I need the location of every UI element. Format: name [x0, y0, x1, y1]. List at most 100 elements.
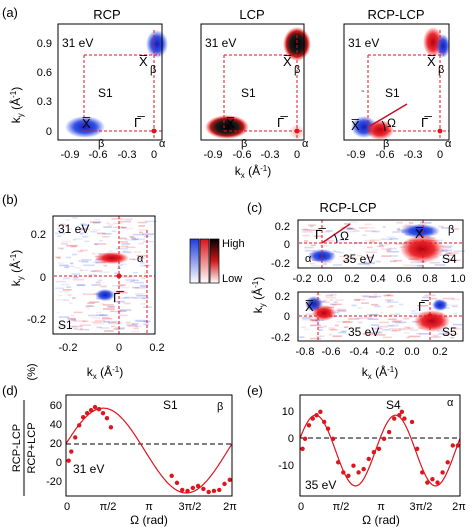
noise-streak: [377, 245, 384, 248]
alpha-label: α: [137, 253, 144, 265]
noise-streak: [100, 327, 110, 329]
noise-streak: [366, 314, 379, 316]
ytick: -0.2: [271, 332, 290, 344]
noise-streak: [394, 313, 401, 315]
noise-streak: [370, 324, 379, 326]
data-point: [69, 449, 74, 454]
noise-streak: [347, 318, 360, 320]
noise-streak: [63, 266, 70, 268]
omega-arc: [381, 120, 386, 132]
noise-streak: [107, 306, 116, 308]
noise-streak: [81, 228, 90, 231]
beta-label: β: [98, 138, 104, 150]
panel-c-ylabel: ky (Å-1): [250, 277, 267, 313]
noise-streak: [301, 318, 313, 321]
xtick: 0: [437, 149, 443, 161]
noise-streak: [135, 325, 142, 328]
noise-streak: [442, 331, 450, 334]
noise-streak: [408, 335, 421, 338]
noise-streak: [96, 326, 102, 329]
gamma-blue-feature: [95, 289, 115, 301]
data-point: [227, 477, 233, 483]
noise-streak: [329, 299, 333, 301]
noise-streak: [114, 290, 126, 292]
energy-label: 31 eV: [73, 462, 104, 476]
noise-streak: [309, 337, 322, 340]
noise-streak: [144, 272, 150, 275]
noise-streak: [419, 333, 431, 335]
noise-streak: [386, 294, 391, 296]
noise-streak: [98, 271, 110, 274]
noise-streak: [127, 227, 134, 230]
panel-a-rcp-plot: 31 eV S1 X̅ β X̅ Γ̅ β α: [57, 23, 168, 150]
noise-streak: [76, 284, 86, 287]
noise-streak: [438, 225, 444, 228]
noise-streak: [117, 264, 123, 266]
noise-streak: [110, 291, 123, 294]
data-point: [397, 413, 402, 418]
noise-streak: [388, 327, 401, 330]
omega-line: [369, 103, 408, 127]
xtick: -0.3: [118, 149, 137, 161]
noise-streak: [336, 308, 347, 311]
noise-streak: [334, 324, 339, 327]
noise-streak: [363, 262, 375, 265]
data-point: [314, 413, 319, 418]
noise-streak: [60, 248, 64, 250]
panel-a-ylabel: ky (Å-1): [8, 87, 25, 123]
noise-streak: [125, 219, 132, 221]
minus-label: -: [361, 85, 365, 97]
panel-c-xlabel: kx (Å-1): [362, 364, 398, 381]
noise-streak: [103, 264, 108, 267]
xtick: 0: [294, 149, 300, 161]
noise-streak: [120, 245, 129, 248]
xbar-label: X̅: [305, 299, 314, 314]
data-point: [190, 485, 196, 491]
noise-streak: [73, 328, 78, 330]
noise-streak: [140, 303, 146, 305]
noise-streak: [376, 325, 389, 328]
data-point: [356, 470, 361, 475]
ytick: 0.2: [31, 229, 46, 241]
panel-c-top-yticks: 0.2 0 -0.2: [271, 221, 290, 270]
noise-streak: [444, 254, 455, 256]
ytick: -10: [278, 460, 294, 472]
noise-streak: [356, 254, 363, 257]
noise-streak: [97, 253, 102, 255]
noise-streak: [445, 333, 458, 335]
noise-streak: [389, 238, 399, 240]
noise-streak: [72, 278, 85, 281]
panel-c-bottom-yticks: 0.2 0 -0.2: [271, 291, 290, 344]
noise-streak: [73, 276, 79, 279]
data-point: [402, 416, 407, 421]
noise-streak: [122, 276, 131, 279]
region-label: S4: [386, 398, 401, 412]
data-point: [180, 487, 185, 493]
noise-streak: [299, 336, 305, 338]
data-point: [77, 423, 82, 428]
omega-label: Ω: [340, 229, 349, 243]
noise-streak: [313, 235, 323, 237]
region-label: S1: [98, 86, 113, 100]
xbar-label: X̅: [226, 116, 235, 131]
noise-streak: [138, 242, 144, 245]
xtick: -0.6: [89, 149, 108, 161]
noise-streak: [137, 221, 147, 224]
noise-streak: [318, 326, 324, 329]
energy-label: 35 eV: [305, 478, 336, 492]
noise-streak: [72, 253, 77, 256]
noise-streak: [354, 242, 363, 244]
noise-streak: [404, 326, 410, 329]
noise-streak: [55, 256, 61, 259]
data-point: [195, 483, 201, 489]
panel-c-top-plot: Γ̅ Ω X̅ β α 35 eV S4: [297, 219, 465, 269]
noise-streak: [70, 275, 79, 278]
noise-streak: [411, 310, 416, 312]
panel-e-xlabel: Ω (rad): [362, 513, 400, 527]
region-label: S5: [442, 325, 457, 339]
region-label: S1: [58, 318, 73, 332]
noise-streak: [424, 294, 436, 297]
noise-streak: [450, 337, 454, 339]
data-point: [300, 446, 305, 452]
xtick: π: [377, 501, 385, 513]
